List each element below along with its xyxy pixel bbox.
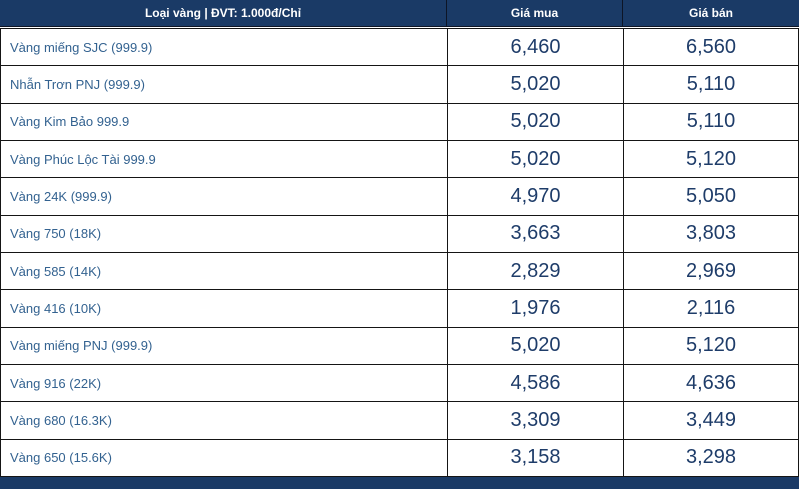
cell-sell-price: 5,120: [623, 140, 798, 178]
cell-buy-price: 4,586: [447, 364, 623, 402]
cell-buy-price: 4,970: [447, 178, 623, 215]
table-body: Vàng miếng SJC (999.9) 6,460 6,560 Nhẫn …: [0, 28, 799, 477]
cell-sell-price: 3,803: [623, 215, 798, 252]
cell-buy-price: 5,020: [447, 66, 623, 103]
table-footer-bar: [0, 477, 799, 489]
cell-buy-price: 3,663: [447, 215, 623, 252]
cell-gold-type: Vàng 24K (999.9): [10, 188, 112, 204]
cell-gold-type: Nhẫn Trơn PNJ (999.9): [10, 76, 145, 92]
cell-buy-price: 3,309: [447, 402, 623, 439]
cell-gold-type: Vàng miếng SJC (999.9): [10, 39, 153, 55]
cell-gold-type: Vàng Phúc Lộc Tài 999.9: [10, 151, 156, 167]
header-cell-gold-type: Loại vàng | ĐVT: 1.000đ/Chỉ: [144, 6, 302, 20]
table-row: Vàng Kim Bảo 999.9 5,020 5,110: [1, 103, 798, 141]
table-row: Vàng 680 (16.3K) 3,309 3,449: [1, 402, 798, 440]
cell-gold-type: Vàng 750 (18K): [10, 226, 102, 242]
table-row: Vàng miếng PNJ (999.9) 5,020 5,120: [1, 327, 798, 365]
cell-sell-price: 2,969: [623, 252, 798, 290]
cell-buy-price: 5,020: [447, 327, 623, 364]
cell-buy-price: 5,020: [447, 103, 623, 140]
table-row: Vàng Phúc Lộc Tài 999.9 5,020 5,120: [1, 140, 798, 179]
cell-gold-type: Vàng 650 (15.6K): [10, 450, 112, 466]
cell-sell-price: 5,120: [623, 327, 798, 364]
header-cell-buy-price: Giá mua: [446, 0, 622, 26]
cell-sell-price: 6,560: [623, 29, 798, 66]
header-cell-sell-price: Giá bán: [622, 0, 799, 26]
table-row: Vàng 916 (22K) 4,586 4,636: [1, 364, 798, 403]
table-row: Vàng miếng SJC (999.9) 6,460 6,560: [1, 29, 798, 67]
cell-gold-type: Vàng 416 (10K): [10, 300, 102, 316]
cell-gold-type: Vàng 916 (22K): [10, 375, 102, 391]
cell-sell-price: 2,116: [623, 290, 798, 327]
table-row: Nhẫn Trơn PNJ (999.9) 5,020 5,110: [1, 66, 798, 104]
table-row: Vàng 24K (999.9) 4,970 5,050: [1, 178, 798, 216]
table-row: Vàng 585 (14K) 2,829 2,969: [1, 252, 798, 291]
cell-gold-type: Vàng Kim Bảo 999.9: [10, 114, 130, 130]
cell-buy-price: 2,829: [447, 252, 623, 290]
cell-gold-type: Vàng 680 (16.3K): [10, 412, 112, 428]
table-row: Vàng 650 (15.6K) 3,158 3,298: [1, 439, 798, 477]
cell-sell-price: 5,050: [623, 178, 798, 215]
cell-buy-price: 6,460: [447, 29, 623, 66]
cell-gold-type: Vàng miếng PNJ (999.9): [10, 338, 153, 354]
cell-sell-price: 5,110: [623, 66, 798, 103]
cell-sell-price: 3,298: [623, 439, 798, 476]
cell-buy-price: 5,020: [447, 140, 623, 178]
cell-gold-type: Vàng 585 (14K): [10, 263, 102, 279]
cell-sell-price: 5,110: [623, 103, 798, 140]
cell-sell-price: 4,636: [623, 364, 798, 402]
cell-buy-price: 1,976: [447, 290, 623, 327]
table-row: Vàng 750 (18K) 3,663 3,803: [1, 215, 798, 253]
table-header-row: Loại vàng | ĐVT: 1.000đ/Chỉ Giá mua Giá …: [0, 0, 799, 27]
cell-buy-price: 3,158: [447, 439, 623, 476]
cell-sell-price: 3,449: [623, 402, 798, 439]
table-row: Vàng 416 (10K) 1,976 2,116: [1, 290, 798, 328]
